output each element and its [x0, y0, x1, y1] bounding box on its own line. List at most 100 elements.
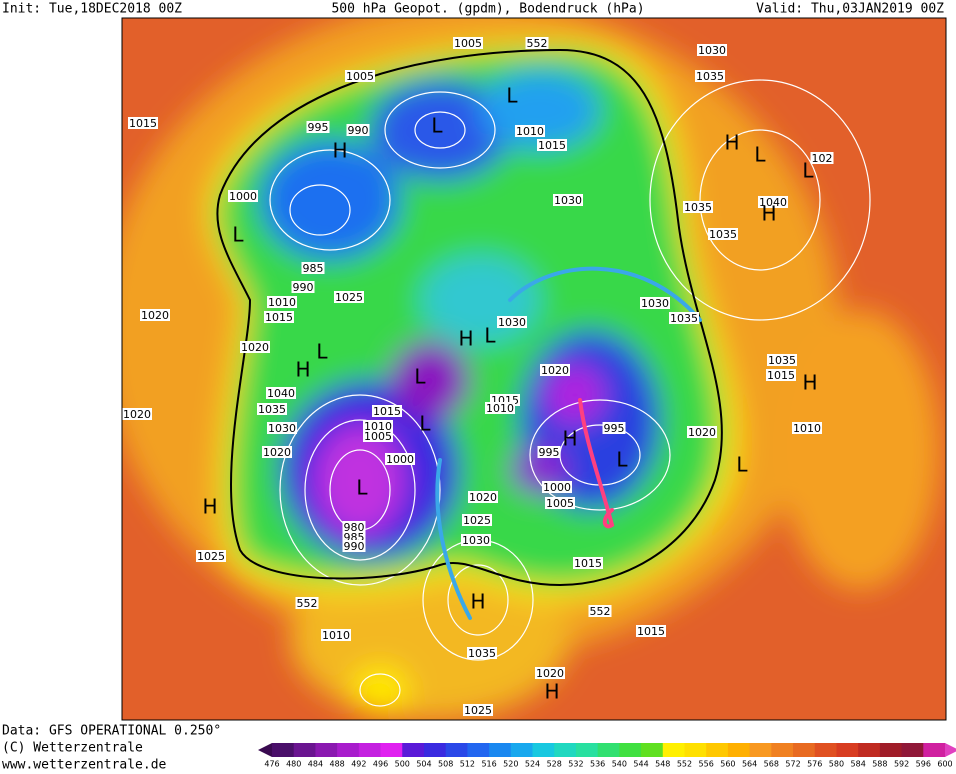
pressure-center: L [484, 324, 496, 348]
colorbar-bin [402, 743, 425, 757]
label-box [468, 491, 498, 503]
colorbar-bin [771, 743, 794, 757]
colorbar-bin [727, 743, 751, 757]
colorbar-tick-label: 584 [851, 760, 866, 769]
pressure-label: 1025 [464, 704, 492, 717]
colorbar-tick-label: 496 [373, 760, 388, 769]
pressure-center: L [356, 476, 368, 500]
label-box [462, 514, 492, 526]
pressure-label: 1000 [386, 453, 414, 466]
label-box [345, 70, 375, 82]
label-box [537, 139, 567, 151]
pressure-label: 995 [604, 422, 625, 435]
colorbar-tick-label: 488 [329, 760, 344, 769]
label-box [708, 228, 738, 240]
pressure-label: 1020 [688, 426, 716, 439]
label-box [196, 550, 226, 562]
label-box [697, 44, 727, 56]
label-box [122, 408, 152, 420]
colorbar-bin [337, 743, 360, 757]
colorbar-bin [836, 743, 859, 757]
label-box [758, 196, 788, 208]
colorbar-tick-label: 600 [937, 760, 952, 769]
colorbar-tick-label: 532 [568, 760, 583, 769]
label-box [266, 387, 296, 399]
colorbar-bin [793, 743, 816, 757]
colorbar-bin [293, 743, 316, 757]
colorbar-tick-label: 536 [590, 760, 605, 769]
pressure-center: H [470, 590, 485, 614]
colorbar: 476 480 484 488 492 496 500 504 508 512 516 520 524 5… [258, 743, 956, 769]
label-box [687, 426, 717, 438]
label-box [461, 534, 491, 546]
pressure-label: 1025 [335, 291, 363, 304]
label-box [535, 667, 565, 679]
pressure-center: H [802, 371, 817, 395]
pressure-label: 1010 [364, 420, 392, 433]
colorbar-bin [358, 743, 382, 757]
pressure-center: H [761, 202, 776, 226]
pressure-label: 1010 [516, 125, 544, 138]
pressure-label: 1040 [759, 196, 787, 209]
colorbar-arrow [258, 743, 272, 757]
colorbar-tick-label: 544 [633, 760, 648, 769]
init-time: Init: Tue,18DEC2018 00Z [2, 2, 182, 17]
label-box [766, 369, 796, 381]
pressure-label: 1020 [241, 341, 269, 354]
label-box [342, 540, 366, 552]
pressure-center: H [458, 327, 473, 351]
pressure-label: 1010 [268, 296, 296, 309]
pressure-label: 1035 [768, 354, 796, 367]
pressure-label: 1030 [268, 422, 296, 435]
label-box [792, 422, 822, 434]
pressure-label: 1020 [263, 446, 291, 459]
pressure-label: 1030 [641, 297, 669, 310]
pressure-label: 990 [344, 540, 365, 553]
pressure-center: L [506, 84, 518, 108]
colorbar-tick-label: 540 [612, 760, 627, 769]
colorbar-bin [315, 743, 338, 757]
label-box [291, 281, 315, 293]
annotation-arrows [435, 266, 702, 620]
pressure-label: 1010 [793, 422, 821, 435]
label-box [262, 446, 292, 458]
colorbar-bin [901, 743, 924, 757]
pressure-label: 1015 [574, 557, 602, 570]
colorbar-tick-label: 560 [720, 760, 735, 769]
label-box [363, 420, 393, 432]
pressure-label: 1025 [197, 550, 225, 563]
pressure-label: 1020 [141, 309, 169, 322]
label-box [264, 311, 294, 323]
colorbar-bin [641, 743, 664, 757]
colorbar-tick-label: 476 [264, 760, 279, 769]
pressure-label: 1035 [258, 403, 286, 416]
colorbar-bin [423, 743, 447, 757]
label-box [545, 497, 575, 509]
label-box [636, 625, 666, 637]
pressure-label: 1035 [696, 70, 724, 83]
colorbar-bin [597, 743, 620, 757]
colorbar-tick-label: 552 [677, 760, 692, 769]
pressure-label: 552 [590, 605, 611, 618]
pressure-label: 1010 [486, 402, 514, 415]
footer-url: www.wetterzentrale.de [2, 758, 167, 771]
label-box [669, 312, 699, 324]
pressure-label: 1035 [468, 647, 496, 660]
pressure-label: 1015 [767, 369, 795, 382]
colorbar-tick-label: 556 [699, 760, 714, 769]
label-box [497, 316, 527, 328]
pressure-label: 1005 [454, 37, 482, 50]
colorbar-tick-label: 480 [286, 760, 301, 769]
footer-copyright: (C) Wetterzentrale [2, 741, 143, 756]
pressure-label: 1035 [684, 201, 712, 214]
label-box [228, 190, 258, 202]
pressure-label: 980 [344, 521, 365, 534]
pressure-label: 1015 [373, 405, 401, 418]
pressure-label: 1020 [536, 667, 564, 680]
pressure-label: 1020 [123, 408, 151, 421]
colorbar-bin [923, 743, 946, 757]
field [122, 18, 940, 720]
label-box [525, 37, 549, 49]
colorbar-tick-label: 564 [742, 760, 757, 769]
